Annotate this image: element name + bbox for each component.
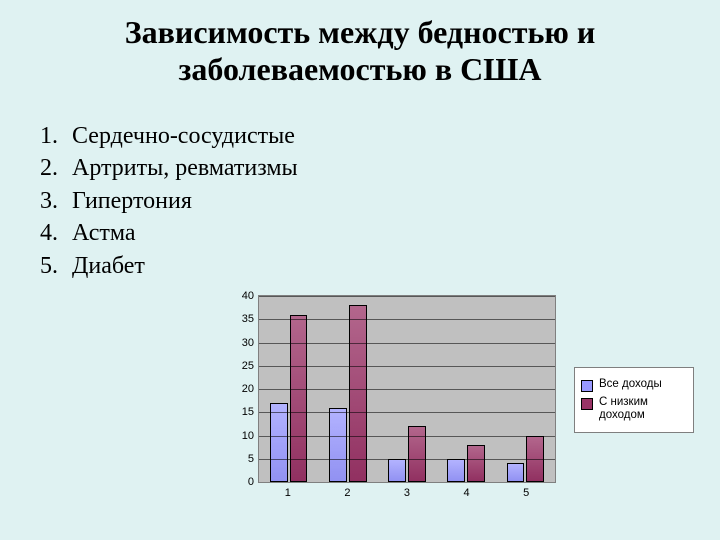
list-item: 1.Сердечно-сосудистые bbox=[40, 120, 298, 152]
legend-swatch bbox=[581, 380, 593, 392]
list-item-number: 2. bbox=[40, 152, 72, 184]
list-item-number: 1. bbox=[40, 120, 72, 152]
gridline bbox=[259, 296, 555, 297]
x-tick-label: 3 bbox=[377, 487, 437, 503]
list-item-number: 5. bbox=[40, 250, 72, 282]
y-tick-label: 40 bbox=[230, 290, 254, 302]
legend-swatch bbox=[581, 398, 593, 410]
bar bbox=[290, 315, 308, 482]
gridline bbox=[259, 319, 555, 320]
y-tick-label: 10 bbox=[230, 430, 254, 442]
gridline bbox=[259, 366, 555, 367]
slide-title: Зависимость между бедностью и заболеваем… bbox=[0, 0, 720, 94]
y-tick-label: 35 bbox=[230, 313, 254, 325]
y-tick-label: 25 bbox=[230, 360, 254, 372]
chart-container: 0510152025303540 12345 Все доходыС низки… bbox=[230, 290, 700, 510]
list-item: 3.Гипертония bbox=[40, 185, 298, 217]
gridline bbox=[259, 389, 555, 390]
list-item-label: Гипертония bbox=[72, 185, 192, 217]
y-tick-label: 20 bbox=[230, 383, 254, 395]
x-tick-label: 4 bbox=[437, 487, 497, 503]
x-tick-label: 1 bbox=[258, 487, 318, 503]
x-tick-label: 5 bbox=[496, 487, 556, 503]
chart-legend: Все доходы С низким доходом bbox=[574, 367, 694, 433]
plot-area bbox=[258, 295, 556, 483]
bar bbox=[270, 403, 288, 482]
y-tick-label: 30 bbox=[230, 337, 254, 349]
bar bbox=[349, 305, 367, 482]
y-tick-label: 0 bbox=[230, 476, 254, 488]
y-tick-label: 5 bbox=[230, 453, 254, 465]
list-item-label: Астма bbox=[72, 217, 136, 249]
gridline bbox=[259, 343, 555, 344]
list-item: 4.Астма bbox=[40, 217, 298, 249]
bar bbox=[467, 445, 485, 482]
bar bbox=[388, 459, 406, 482]
x-axis-labels: 12345 bbox=[258, 487, 556, 503]
disease-list: 1.Сердечно-сосудистые2.Артриты, ревматиз… bbox=[40, 120, 298, 282]
list-item-label: Артриты, ревматизмы bbox=[72, 152, 298, 184]
list-item: 2.Артриты, ревматизмы bbox=[40, 152, 298, 184]
x-tick-label: 2 bbox=[318, 487, 378, 503]
list-item-number: 3. bbox=[40, 185, 72, 217]
bar bbox=[507, 463, 525, 482]
bar-chart: 0510152025303540 12345 bbox=[230, 295, 560, 505]
bar bbox=[329, 408, 347, 482]
list-item: 5.Диабет bbox=[40, 250, 298, 282]
gridline bbox=[259, 436, 555, 437]
list-item-number: 4. bbox=[40, 217, 72, 249]
legend-item: С низким доходом bbox=[581, 396, 687, 422]
y-axis-labels: 0510152025303540 bbox=[230, 295, 256, 483]
list-item-label: Диабет bbox=[72, 250, 145, 282]
gridline bbox=[259, 412, 555, 413]
list-item-label: Сердечно-сосудистые bbox=[72, 120, 295, 152]
legend-label: Все доходы bbox=[599, 378, 662, 391]
legend-label: С низким доходом bbox=[599, 396, 687, 422]
bar bbox=[447, 459, 465, 482]
y-tick-label: 15 bbox=[230, 406, 254, 418]
slide: Зависимость между бедностью и заболеваем… bbox=[0, 0, 720, 540]
legend-item: Все доходы bbox=[581, 378, 687, 392]
gridline bbox=[259, 459, 555, 460]
